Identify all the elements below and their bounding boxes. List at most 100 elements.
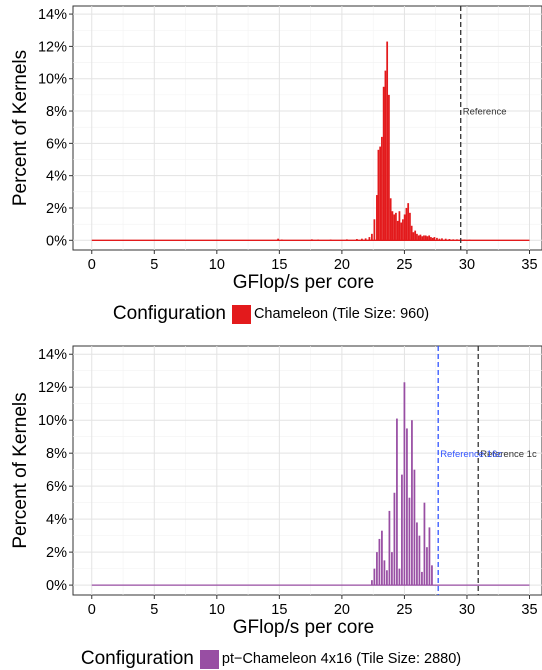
- bar: [426, 236, 429, 241]
- bar: [409, 212, 411, 241]
- bar: [421, 571, 423, 586]
- x-tick-label: 35: [521, 257, 537, 273]
- bar: [391, 211, 394, 241]
- bar: [410, 225, 413, 241]
- y-tick-label: 8%: [46, 446, 67, 462]
- bar: [403, 214, 406, 241]
- bar: [371, 233, 373, 241]
- y-tick-label: 6%: [46, 136, 67, 152]
- bar: [468, 239, 471, 241]
- bar: [403, 382, 406, 586]
- bar: [329, 239, 332, 241]
- x-tick-label: 0: [88, 257, 96, 273]
- bar: [438, 238, 441, 241]
- bar: [384, 70, 387, 241]
- legend-top: Configuration Chameleon (Tile Size: 960): [0, 303, 542, 325]
- bar: [411, 420, 413, 586]
- bar: [444, 238, 447, 241]
- bar: [388, 510, 391, 586]
- legend-label: pt−Chameleon 4x16 (Tile Size: 2880): [221, 651, 462, 667]
- bar: [407, 203, 410, 241]
- bar: [389, 198, 392, 241]
- bar: [317, 239, 320, 241]
- reference-label: Reference 16c: [440, 449, 502, 460]
- y-axis-label: Percent of Kernels: [10, 50, 31, 206]
- bar: [428, 527, 431, 586]
- bar: [361, 238, 363, 241]
- bar: [405, 207, 408, 241]
- bar: [400, 222, 403, 241]
- bar: [386, 570, 388, 586]
- y-tick-label: 4%: [46, 169, 67, 185]
- y-tick-label: 0%: [46, 578, 67, 594]
- x-tick-label: 5: [150, 257, 158, 273]
- chart-top: Reference 0% 2% 4% 6% 8% 10% 12% 14% 0 5 10 15 20 25 30…: [10, 5, 542, 293]
- y-tick-label: 10%: [38, 413, 67, 429]
- bar: [423, 502, 426, 586]
- bar: [401, 474, 403, 586]
- bar: [456, 239, 458, 241]
- y-tick-label: 0%: [46, 233, 67, 249]
- bar: [388, 94, 390, 241]
- bar: [423, 235, 425, 241]
- bar: [452, 239, 455, 241]
- reference-label: Reference 1c: [480, 449, 537, 460]
- bar: [395, 212, 397, 241]
- x-tick-label: 10: [209, 602, 225, 618]
- y-tick-label: 8%: [46, 104, 67, 120]
- bar: [417, 235, 420, 241]
- bar: [463, 239, 466, 241]
- y-axis-label: Percent of Kernels: [10, 392, 31, 548]
- bar: [381, 530, 383, 586]
- y-tick-label: 12%: [38, 380, 67, 396]
- y-tick-label: 6%: [46, 479, 67, 495]
- x-tick-label: 15: [271, 257, 287, 273]
- bar: [393, 492, 396, 586]
- bar: [277, 238, 279, 241]
- bar: [373, 219, 376, 241]
- bar: [371, 580, 373, 586]
- bar: [412, 232, 415, 241]
- y-tick-label: 4%: [46, 512, 67, 528]
- bar: [426, 547, 428, 586]
- x-tick-label: 25: [396, 257, 412, 273]
- bar: [431, 237, 434, 241]
- bar: [398, 211, 401, 241]
- x-tick-label: 25: [396, 602, 412, 618]
- bar: [396, 418, 398, 586]
- y-tick-label: 14%: [38, 347, 67, 363]
- bar: [368, 237, 371, 241]
- y-tick-label: 14%: [38, 7, 67, 23]
- x-tick-label: 30: [459, 602, 475, 618]
- x-tick-label: 5: [150, 602, 158, 618]
- bar: [416, 233, 418, 241]
- bar: [356, 239, 358, 241]
- bar: [430, 237, 432, 241]
- legend-title: Configuration: [80, 648, 194, 669]
- bar: [421, 236, 424, 241]
- bar: [396, 220, 399, 241]
- y-tick-label: 2%: [46, 201, 67, 217]
- x-tick-label: 30: [459, 257, 475, 273]
- bar: [424, 235, 427, 241]
- bar: [428, 235, 431, 241]
- legend-swatch: [231, 304, 251, 324]
- bar: [416, 522, 418, 586]
- plot-area: [72, 5, 542, 251]
- legend-title: Configuration: [112, 303, 226, 324]
- bar: [381, 136, 383, 241]
- bar: [383, 560, 386, 586]
- reference-label: Reference: [463, 107, 507, 118]
- x-tick-label: 10: [209, 257, 225, 273]
- x-tick-label: 15: [271, 602, 287, 618]
- bar: [376, 195, 378, 241]
- bar: [406, 428, 408, 586]
- bar: [382, 86, 385, 241]
- bar: [408, 497, 411, 586]
- bar: [413, 469, 416, 586]
- x-axis-label: GFlop/s per core: [233, 272, 375, 293]
- bar: [378, 538, 381, 586]
- y-tick-label: 12%: [38, 39, 67, 55]
